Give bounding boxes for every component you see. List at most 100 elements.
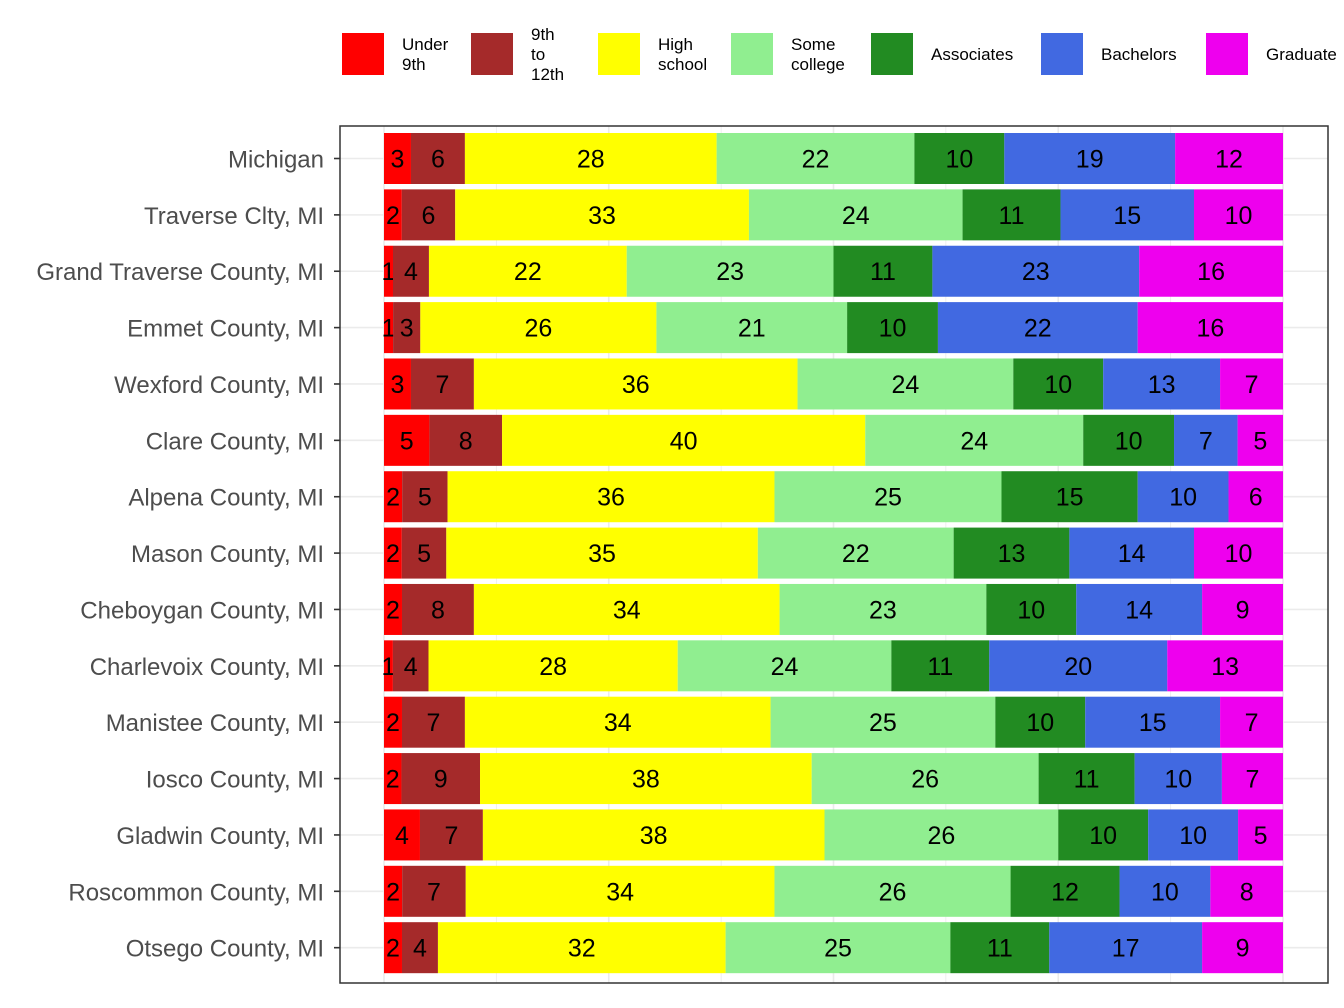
- bar-value-label: 13: [1211, 653, 1239, 681]
- bar-value-label: 4: [404, 653, 418, 681]
- bar-value-label: 26: [879, 878, 907, 906]
- bar-value-label: 5: [400, 427, 414, 455]
- bar-value-label: 36: [622, 371, 650, 399]
- bar-segment: [725, 922, 951, 974]
- bar-segment: [1148, 809, 1239, 861]
- category-label: Grand Traverse County, MI: [36, 259, 324, 286]
- bar-value-label: 34: [613, 596, 641, 624]
- bar-segment: [480, 753, 812, 805]
- bar-segment: [401, 189, 456, 241]
- category-label: Traverse Clty, MI: [144, 203, 324, 230]
- bar-value-label: 7: [426, 709, 440, 737]
- legend-swatch: [1041, 33, 1083, 75]
- bar-segment: [1193, 189, 1283, 241]
- bar-segment: [1038, 753, 1135, 805]
- bar-segment: [1085, 696, 1221, 748]
- bar-value-label: 14: [1125, 596, 1153, 624]
- bar-value-label: 32: [568, 935, 596, 963]
- bar-segment: [1220, 358, 1283, 410]
- bar-segment: [891, 640, 990, 692]
- bar-value-label: 2: [386, 935, 400, 963]
- bar-value-label: 24: [892, 371, 920, 399]
- bar-value-label: 11: [870, 258, 896, 286]
- bar-segment: [1013, 358, 1104, 410]
- bar-value-label: 22: [514, 258, 542, 286]
- bar-segment: [1137, 471, 1229, 523]
- bar-segment: [1119, 865, 1211, 917]
- bar-segment: [502, 414, 866, 466]
- category-label: Mason County, MI: [131, 541, 324, 568]
- bar-value-label: 16: [1197, 258, 1225, 286]
- bar-segment: [392, 245, 429, 297]
- bar-segment: [384, 302, 394, 354]
- bar-segment: [626, 245, 834, 297]
- bar-segment: [953, 527, 1070, 579]
- bar-value-label: 10: [1151, 878, 1179, 906]
- legend-label: Associates: [931, 45, 1014, 64]
- bar-value-label: 3: [400, 315, 414, 343]
- bar-value-label: 11: [999, 202, 1025, 230]
- legend-swatch: [598, 33, 640, 75]
- bar-value-label: 4: [395, 822, 409, 850]
- legend-swatch: [471, 33, 513, 75]
- bar-value-label: 7: [444, 822, 458, 850]
- bar-value-label: 38: [640, 822, 668, 850]
- bar-segment: [482, 809, 825, 861]
- bar-segment: [428, 640, 678, 692]
- bar-segment: [847, 302, 938, 354]
- bar-segment: [384, 640, 393, 692]
- bar-value-label: 9: [434, 766, 448, 794]
- bar-segment: [774, 471, 1002, 523]
- legend-swatch: [1206, 33, 1248, 75]
- bar-segment: [1083, 414, 1175, 466]
- bar-value-label: 26: [927, 822, 955, 850]
- bar-value-label: 16: [1196, 315, 1224, 343]
- bar-value-label: 23: [716, 258, 744, 286]
- bar-segment: [455, 189, 749, 241]
- bar-segment: [1193, 527, 1283, 579]
- bar-segment: [748, 189, 963, 241]
- bar-value-label: 2: [386, 709, 400, 737]
- bar-segment: [1228, 471, 1283, 523]
- bar-value-label: 26: [524, 315, 552, 343]
- bar-value-label: 35: [588, 540, 616, 568]
- bar-value-label: 23: [869, 596, 897, 624]
- bar-segment: [757, 527, 954, 579]
- bar-segment: [1202, 922, 1283, 974]
- bar-value-label: 6: [422, 202, 436, 230]
- bar-segment: [950, 922, 1050, 974]
- bar-segment: [1103, 358, 1221, 410]
- bar-value-label: 24: [960, 427, 988, 455]
- bar-segment: [1076, 583, 1203, 635]
- bar-value-label: 9: [1236, 596, 1250, 624]
- bar-value-label: 34: [604, 709, 632, 737]
- bar-segment: [1221, 753, 1283, 805]
- bar-value-label: 10: [879, 315, 907, 343]
- bar-segment: [1139, 245, 1283, 297]
- bar-segment: [1069, 527, 1194, 579]
- bar-value-label: 10: [1115, 427, 1143, 455]
- bar-segment: [1210, 865, 1283, 917]
- bar-value-label: 33: [588, 202, 616, 230]
- bar-value-label: 2: [386, 540, 400, 568]
- bar-value-label: 25: [874, 484, 902, 512]
- bar-segment: [401, 696, 465, 748]
- bar-segment: [797, 358, 1014, 410]
- bar-value-label: 14: [1118, 540, 1146, 568]
- bar-segment: [811, 753, 1039, 805]
- bar-value-label: 1: [382, 258, 396, 286]
- bar-value-label: 25: [869, 709, 897, 737]
- bar-segment: [1134, 753, 1222, 805]
- bar-segment: [384, 583, 402, 635]
- bar-value-label: 10: [1026, 709, 1054, 737]
- bar-value-label: 17: [1112, 935, 1140, 963]
- legend-label: Under 9th: [402, 35, 449, 74]
- bar-segment: [473, 583, 780, 635]
- legend-swatch: [731, 33, 773, 75]
- bar-value-label: 10: [1089, 822, 1117, 850]
- bar-value-label: 9: [1236, 935, 1250, 963]
- bar-value-label: 10: [1017, 596, 1045, 624]
- bar-value-label: 15: [1056, 484, 1084, 512]
- bar-segment: [1004, 133, 1176, 184]
